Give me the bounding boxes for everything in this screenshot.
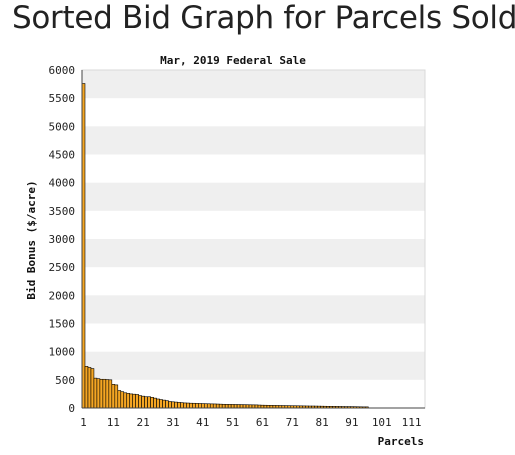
bar (102, 378, 107, 409)
bar (84, 366, 89, 409)
grid-band (82, 70, 425, 99)
y-tick-label: 3500 (49, 205, 76, 218)
bar (198, 403, 202, 409)
y-tick-label: 4500 (49, 149, 76, 162)
y-tick-label: 1000 (49, 346, 76, 359)
y-tick-label: 1500 (49, 318, 76, 331)
bar (96, 378, 101, 409)
grid-band (82, 182, 425, 211)
bar (195, 403, 199, 409)
x-tick-label: 81 (315, 416, 328, 429)
x-tick-labels: 1 11 21 31 41 51 61 71 81 91 101 111 (80, 416, 421, 429)
x-tick-label: 51 (226, 416, 239, 429)
bar (105, 379, 110, 409)
bar (111, 384, 116, 409)
bar (224, 404, 229, 409)
x-tick-label: 61 (256, 416, 269, 429)
x-axis-label: Parcels (378, 435, 424, 448)
bar (180, 402, 184, 409)
bar (159, 399, 163, 409)
chart-title: Mar, 2019 Federal Sale (160, 54, 306, 67)
y-tick-label: 4000 (49, 177, 76, 190)
bar (126, 393, 131, 409)
bar (135, 394, 139, 409)
bar (168, 401, 172, 409)
bar (87, 367, 92, 409)
y-tick-label: 6000 (49, 64, 76, 77)
x-tick-label: 101 (372, 416, 392, 429)
bar (206, 403, 211, 409)
page-heading: Sorted Bid Graph for Parcels Sold (12, 0, 515, 36)
bar (177, 402, 181, 409)
bar (189, 402, 193, 409)
y-axis-label: Bid Bonus ($/acre) (25, 180, 38, 299)
bar (141, 395, 145, 409)
bar (215, 403, 220, 409)
y-tick-label: 0 (68, 402, 75, 415)
bar (150, 396, 154, 409)
bar (144, 396, 148, 409)
bar (239, 404, 244, 409)
bar (174, 401, 178, 409)
x-tick-label: 41 (196, 416, 209, 429)
bar (165, 400, 169, 409)
bar (132, 393, 136, 409)
bar (120, 391, 125, 409)
bar (138, 395, 142, 409)
bar (117, 390, 122, 409)
bar (230, 404, 235, 409)
bar (171, 401, 175, 409)
bar (99, 378, 104, 409)
bar (90, 368, 95, 409)
x-tick-label: 71 (286, 416, 299, 429)
x-tick-label: 11 (107, 416, 120, 429)
grid-bands (82, 70, 425, 408)
bar (123, 392, 128, 409)
bar (153, 397, 157, 409)
y-tick-label: 2500 (49, 261, 76, 274)
y-tick-label: 5000 (49, 120, 76, 133)
bar (114, 384, 119, 409)
y-tick-label: 2000 (49, 289, 76, 302)
bar (218, 403, 223, 409)
grid-band (82, 295, 425, 324)
bar (233, 404, 238, 409)
y-tick-label: 5500 (49, 92, 76, 105)
bar (186, 402, 190, 409)
bar (221, 403, 226, 409)
bar (201, 403, 205, 409)
bar (192, 402, 196, 409)
grid-band (82, 239, 425, 268)
bar (156, 398, 160, 409)
grid-band (82, 126, 425, 155)
bar (236, 404, 241, 409)
bar (147, 396, 151, 409)
axes (81, 69, 426, 409)
x-tick-label: 31 (166, 416, 179, 429)
bar (93, 377, 98, 409)
bar (227, 404, 232, 409)
bar (183, 402, 187, 409)
x-tick-label: 1 (80, 416, 87, 429)
bar (129, 393, 134, 409)
y-tick-label: 3000 (49, 233, 76, 246)
grid-band (82, 351, 425, 380)
bar (209, 403, 214, 409)
y-tick-labels: 0 500 1000 1500 2000 2500 3000 3500 4000 4500 5000… (49, 64, 76, 415)
bar (212, 403, 217, 409)
bar (203, 403, 208, 409)
x-tick-label: 21 (137, 416, 150, 429)
bar (108, 379, 113, 409)
y-tick-label: 500 (55, 374, 75, 387)
bar (162, 399, 166, 409)
x-tick-label: 91 (345, 416, 358, 429)
x-tick-label: 111 (402, 416, 422, 429)
